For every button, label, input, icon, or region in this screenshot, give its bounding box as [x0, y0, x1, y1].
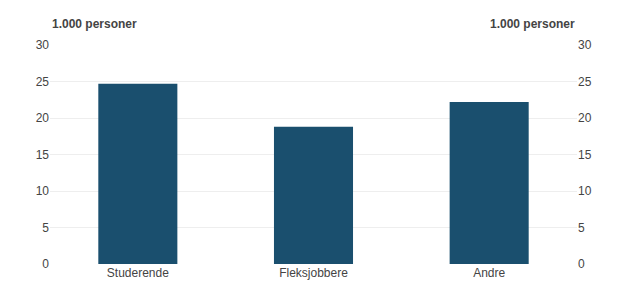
svg-text:1.000 personer: 1.000 personer — [52, 17, 137, 31]
svg-text:Fleksjobbere: Fleksjobbere — [279, 266, 348, 280]
svg-text:5: 5 — [42, 221, 49, 235]
svg-text:20: 20 — [36, 111, 50, 125]
svg-text:0: 0 — [578, 257, 585, 271]
svg-text:25: 25 — [578, 75, 592, 89]
svg-text:10: 10 — [36, 184, 50, 198]
svg-text:15: 15 — [36, 148, 50, 162]
svg-text:25: 25 — [36, 75, 50, 89]
svg-text:Andre: Andre — [473, 266, 505, 280]
svg-text:10: 10 — [578, 184, 592, 198]
svg-text:15: 15 — [578, 148, 592, 162]
svg-text:Studerende: Studerende — [107, 266, 169, 280]
svg-text:30: 30 — [36, 38, 50, 52]
svg-text:1.000 personer: 1.000 personer — [490, 17, 575, 31]
svg-text:30: 30 — [578, 38, 592, 52]
svg-text:20: 20 — [578, 111, 592, 125]
svg-text:5: 5 — [578, 221, 585, 235]
svg-text:0: 0 — [42, 257, 49, 271]
